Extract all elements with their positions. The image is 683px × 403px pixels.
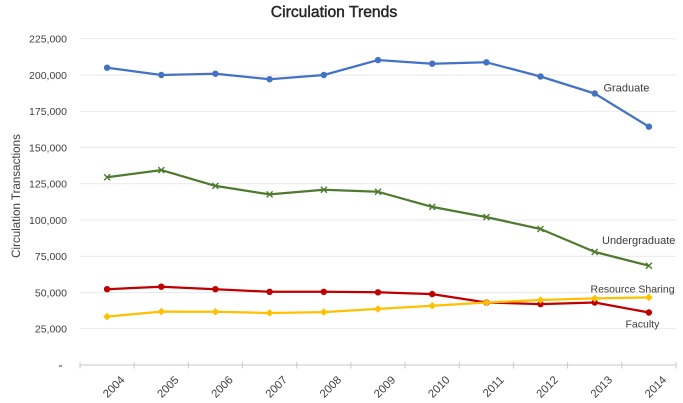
svg-text:100,000: 100,000 [29, 215, 67, 227]
svg-text:Graduate: Graduate [604, 83, 650, 95]
svg-text:150,000: 150,000 [29, 142, 67, 154]
svg-text:Undergraduate: Undergraduate [602, 235, 675, 247]
svg-text:25,000: 25,000 [35, 324, 67, 336]
svg-text:Faculty: Faculty [626, 319, 661, 331]
svg-text:-: - [58, 357, 62, 372]
svg-text:Circulation Transactions: Circulation Transactions [10, 134, 23, 258]
svg-text:50,000: 50,000 [35, 287, 67, 299]
svg-text:75,000: 75,000 [35, 251, 67, 263]
svg-text:Resource Sharing: Resource Sharing [591, 284, 675, 296]
svg-text:Circulation Trends: Circulation Trends [271, 4, 398, 21]
svg-text:175,000: 175,000 [29, 106, 67, 118]
svg-text:125,000: 125,000 [29, 179, 67, 191]
svg-text:200,000: 200,000 [29, 70, 67, 82]
svg-text:225,000: 225,000 [29, 34, 67, 46]
